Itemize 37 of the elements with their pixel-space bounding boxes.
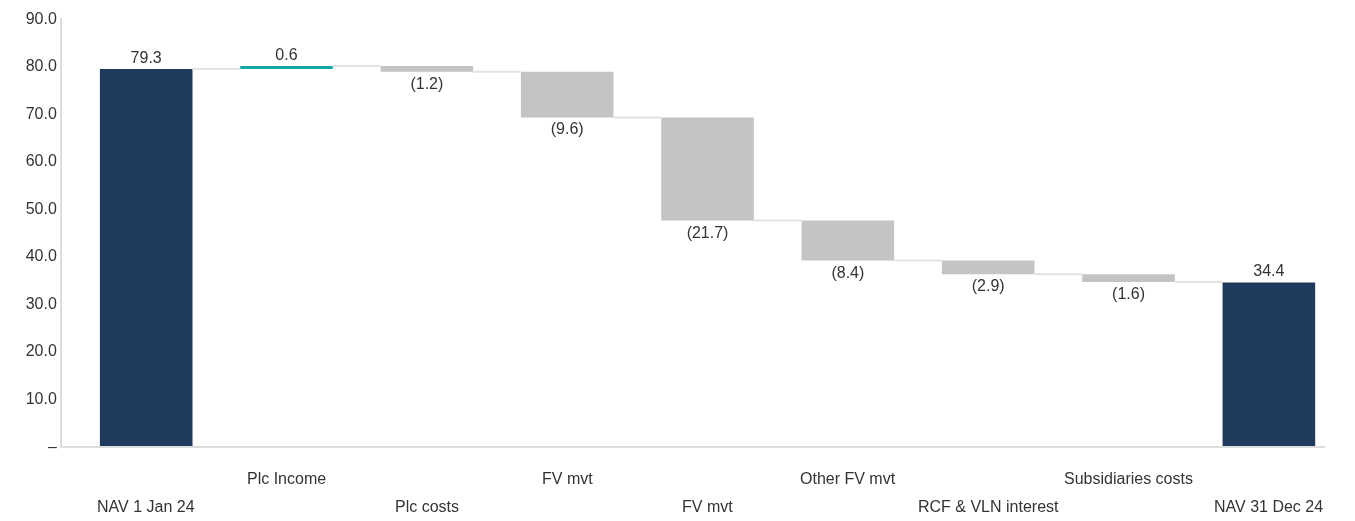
data-label: (9.6) <box>550 120 584 138</box>
x-tick-label: Plc Income <box>247 470 327 487</box>
x-tick-label: NAV 31 Dec 24 <box>1214 498 1324 515</box>
x-tick-label: Other FV mvt <box>800 470 896 487</box>
data-label: 0.6 <box>275 46 298 64</box>
bar <box>661 117 754 221</box>
data-label: (21.7) <box>686 223 729 241</box>
y-tick-label: 20.0 <box>25 342 57 360</box>
y-tick-label: 10.0 <box>25 390 57 408</box>
y-tick-label: 90.0 <box>25 9 57 27</box>
y-tick-label: 60.0 <box>25 152 57 170</box>
y-tick-label: 40.0 <box>25 247 57 265</box>
y-tick-label: – <box>47 437 57 455</box>
bar <box>941 260 1035 275</box>
y-tick-label: 50.0 <box>25 199 57 217</box>
y-tick-label: 70.0 <box>25 104 57 122</box>
bar <box>801 220 895 261</box>
data-label: 34.4 <box>1253 262 1285 280</box>
x-tick-label: FV mvt <box>542 470 594 487</box>
x-tick-label: RCF & VLN interest <box>918 498 1060 515</box>
data-label: (1.6) <box>1112 284 1145 302</box>
data-label: (2.9) <box>971 277 1005 295</box>
y-tick-label: 30.0 <box>25 294 57 312</box>
bar <box>99 68 193 446</box>
bar <box>240 66 333 69</box>
x-tick-label: FV mvt <box>682 498 734 515</box>
data-label: 79.3 <box>130 48 162 66</box>
bar <box>1082 274 1175 282</box>
bar <box>1222 282 1316 446</box>
y-tick-label: 80.0 <box>25 57 57 75</box>
bar <box>520 71 614 118</box>
bar <box>380 66 474 72</box>
x-tick-label: NAV 1 Jan 24 <box>97 498 195 515</box>
x-tick-label: Plc costs <box>395 498 460 515</box>
data-label: (8.4) <box>831 263 865 281</box>
data-label: (1.2) <box>410 74 444 92</box>
x-tick-label: Subsidiaries costs <box>1064 470 1193 487</box>
